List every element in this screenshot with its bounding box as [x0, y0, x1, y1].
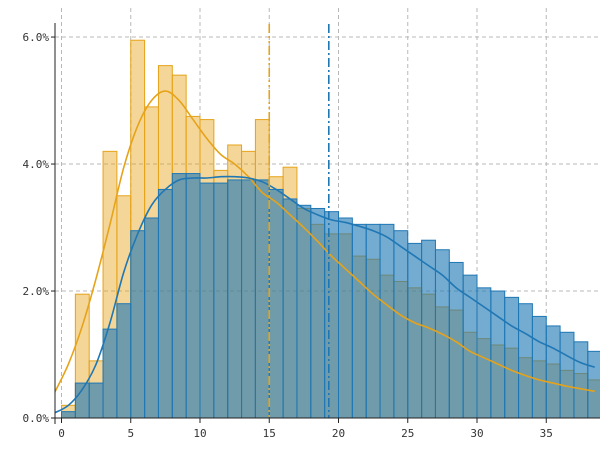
histogram-bar — [116, 303, 132, 418]
histogram-bar — [504, 296, 520, 418]
histogram-bar — [351, 223, 367, 418]
histogram-bar — [518, 303, 533, 418]
plot-area — [55, 39, 600, 418]
series-2-bars — [61, 173, 600, 418]
histogram-bar — [199, 182, 215, 418]
histogram-bar — [144, 217, 159, 418]
histogram-bar — [531, 315, 547, 418]
x-tick-label: 25 — [401, 427, 414, 440]
histogram-bar — [241, 179, 256, 418]
histogram-bar — [559, 331, 575, 418]
histogram-bar — [365, 223, 381, 418]
histogram-bar — [102, 328, 118, 418]
histogram-bar — [324, 211, 339, 418]
x-tick-label: 10 — [193, 427, 206, 440]
y-tick-label: 6.0% — [23, 31, 50, 44]
y-tick-label: 4.0% — [23, 158, 50, 171]
series-1-kde-line — [55, 90, 595, 393]
histogram-bar — [448, 261, 464, 418]
x-tick-label: 20 — [332, 427, 345, 440]
histogram-bar — [227, 179, 243, 418]
histogram-bar — [61, 411, 76, 418]
histogram-bar — [130, 230, 146, 418]
histogram-bar — [171, 173, 187, 418]
histogram-bar — [545, 325, 561, 418]
histogram-bar — [587, 350, 600, 418]
histogram-bar — [282, 198, 298, 418]
histogram-bar — [490, 290, 506, 418]
y-tick-label: 0.0% — [23, 412, 50, 425]
histogram-bar — [254, 179, 270, 418]
histogram-bar — [157, 188, 173, 418]
x-tick-label: 15 — [263, 427, 276, 440]
histogram-bar — [213, 182, 229, 418]
series-2-kde-line — [55, 175, 595, 414]
histogram-bar — [573, 341, 589, 418]
x-tick-label: 5 — [127, 427, 134, 440]
histogram-bar — [407, 242, 423, 418]
histogram-bar — [310, 207, 326, 418]
y-tick-label: 2.0% — [23, 285, 50, 298]
histogram-bar — [379, 223, 395, 418]
x-tick-label: 35 — [540, 427, 553, 440]
histogram-bar — [393, 230, 409, 418]
histogram-bar — [338, 217, 353, 418]
histogram-bar — [296, 204, 312, 418]
x-tick-label: 30 — [470, 427, 483, 440]
histogram-bar — [88, 382, 104, 418]
x-tick-label: 0 — [58, 427, 65, 440]
histogram-bar — [268, 188, 284, 418]
histogram-bar — [185, 173, 201, 418]
